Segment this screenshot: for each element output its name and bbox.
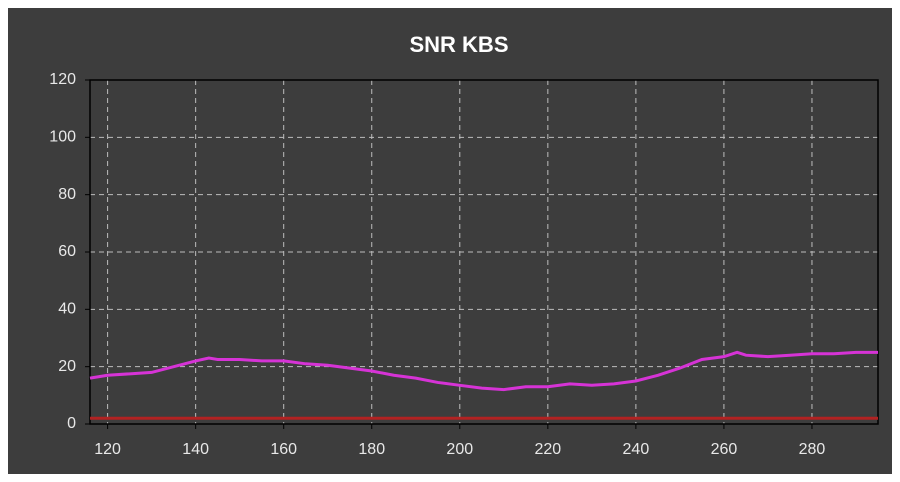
plot-frame (89, 79, 879, 425)
x-tick-label: 180 (358, 441, 385, 458)
y-tick-label: 60 (58, 243, 76, 260)
y-tick-label: 120 (49, 71, 76, 88)
y-tick-label: 40 (58, 301, 76, 318)
y-tick-label: 0 (67, 415, 76, 432)
x-tick-label: 280 (799, 441, 826, 458)
y-tick-label: 20 (58, 358, 76, 375)
x-tick-label: 160 (270, 441, 297, 458)
x-tick-label: 120 (94, 441, 121, 458)
x-tick-label: 140 (182, 441, 209, 458)
x-tick-label: 260 (711, 441, 738, 458)
chart-title: SNR KBS (409, 32, 508, 57)
y-tick-label: 100 (49, 129, 76, 146)
series-line (89, 350, 878, 392)
x-tick-label: 240 (623, 441, 650, 458)
panel (8, 8, 892, 474)
x-tick-label: 200 (446, 441, 473, 458)
y-tick-label: 80 (58, 186, 76, 203)
x-tick-label: 220 (534, 441, 561, 458)
